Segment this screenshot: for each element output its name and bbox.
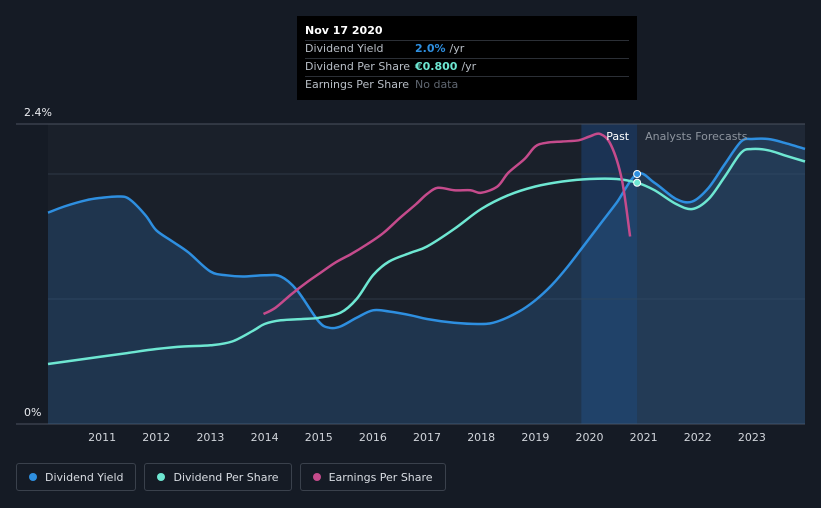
tooltip-value: 2.0% [415,42,446,55]
tooltip-label: Dividend Per Share [305,60,411,73]
x-tick-label: 2023 [738,431,766,444]
hover-tooltip: Nov 17 2020 Dividend Yield 2.0% /yr Divi… [297,16,637,100]
x-tick-label: 2018 [467,431,495,444]
dividend-yield-area [48,138,805,424]
past-label: Past [606,130,630,143]
dividend-yield-marker [633,170,642,178]
tooltip-value: €0.800 [415,60,458,73]
tooltip-date: Nov 17 2020 [305,24,383,37]
legend-label: Dividend Per Share [173,470,279,484]
x-tick-label: 2021 [630,431,658,444]
tooltip-unit: /yr [449,42,465,55]
y-label-top: 2.4% [24,106,52,119]
tooltip-value: No data [415,78,459,91]
legend-dividend-yield[interactable]: Dividend Yield [16,463,137,491]
tooltip-row-dividend-yield: Dividend Yield 2.0% /yr [305,40,629,57]
dividend-per-share-marker [633,178,642,187]
dividend-yield-line [47,137,806,330]
legend-label: Dividend Yield [45,470,124,484]
legend-earnings-per-share[interactable]: Earnings Per Share [299,463,446,491]
dividend-per-share-line [47,147,806,366]
x-tick-label: 2011 [88,431,116,444]
y-label-bottom: 0% [24,406,41,419]
x-tick-label: 2019 [521,431,549,444]
legend-dot-icon [312,473,321,481]
legend-label: Earnings Per Share [328,470,433,484]
legend-dot-icon [157,473,166,481]
x-tick-label: 2020 [575,431,603,444]
tooltip-label: Dividend Yield [305,42,384,55]
x-tick-label: 2013 [196,431,224,444]
chart-legend: Dividend Yield Dividend Per Share Earnin… [16,463,446,491]
x-tick-label: 2016 [359,431,387,444]
tooltip-unit: /yr [461,60,477,73]
legend-dot-icon [29,473,37,481]
tooltip-row-earnings-per-share: Earnings Per Share No data [305,76,629,93]
tooltip-row-dividend-per-share: Dividend Per Share €0.800 /yr [305,58,629,75]
tooltip-label: Earnings Per Share [305,78,410,91]
x-tick-label: 2014 [251,431,279,444]
earnings-per-share-line [262,132,632,316]
x-tick-label: 2017 [413,431,441,444]
legend-dividend-per-share[interactable]: Dividend Per Share [144,463,292,491]
x-tick-label: 2015 [305,431,333,444]
x-tick-label: 2022 [684,431,712,444]
forecast-label: Analysts Forecasts [645,130,748,143]
x-tick-label: 2012 [142,431,170,444]
